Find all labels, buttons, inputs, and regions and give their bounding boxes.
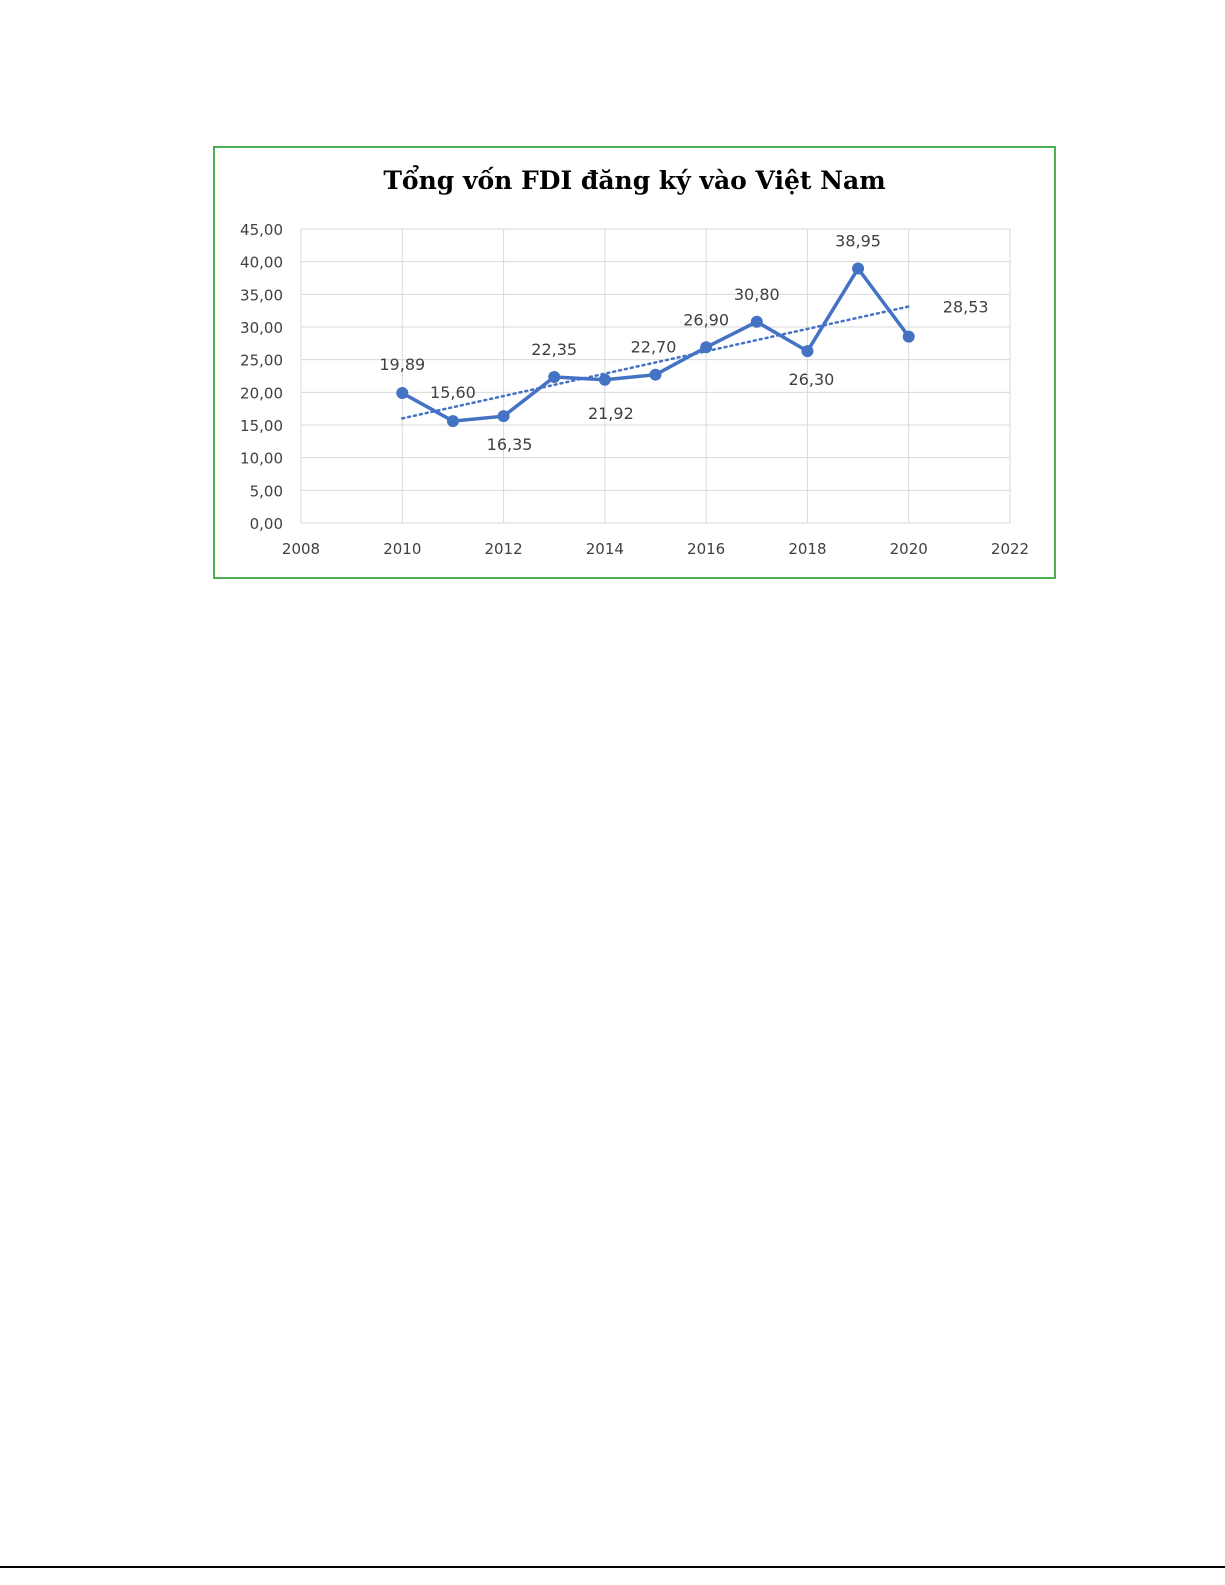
data-point-marker [598,373,611,386]
y-tick-label: 10,00 [240,450,283,468]
data-label: 19,89 [379,355,425,374]
data-point-marker [852,262,865,275]
y-tick-label: 40,00 [240,254,283,272]
y-tick-label: 15,00 [240,417,283,435]
data-point-marker [446,415,459,428]
data-label: 22,70 [631,338,677,357]
y-tick-label: 35,00 [240,286,283,304]
data-point-marker [497,410,510,423]
chart-container: Tổng vốn FDI đăng ký vào Việt Nam 0,00 5,… [213,146,1056,579]
page-bottom-rule [0,1566,1225,1568]
data-label: 38,95 [835,232,881,251]
data-point-marker [649,368,662,381]
y-tick-label: 20,00 [240,384,283,402]
x-tick-label: 2012 [484,540,522,558]
x-tick-label: 2016 [687,540,725,558]
y-tick-label: 30,00 [240,319,283,337]
x-tick-label: 2010 [383,540,421,558]
x-tick-label: 2014 [586,540,624,558]
data-point-marker [902,330,915,343]
data-label: 26,30 [789,370,835,389]
data-label: 22,35 [531,340,577,359]
data-label: 16,35 [487,435,533,454]
y-tick-label: 25,00 [240,352,283,370]
data-label: 26,90 [683,310,729,329]
x-tick-label: 2022 [991,540,1029,558]
data-point-marker [750,315,763,328]
y-tick-label: 5,00 [250,482,283,500]
data-point-marker [801,345,814,358]
chart-title: Tổng vốn FDI đăng ký vào Việt Nam [383,166,886,195]
y-tick-label: 0,00 [250,515,283,533]
data-label: 21,92 [588,404,634,423]
data-label: 30,80 [734,285,780,304]
x-tick-label: 2020 [890,540,928,558]
data-point-marker [548,370,561,383]
data-point-marker [396,387,409,400]
line-chart: 0,00 5,00 10,00 15,00 20,00 25,00 30,00 35,00 40… [240,221,1029,558]
data-label: 28,53 [943,298,989,317]
data-point-marker [700,341,713,354]
x-tick-label: 2008 [282,540,320,558]
data-label: 15,60 [430,383,476,402]
x-tick-label: 2018 [788,540,826,558]
y-tick-label: 45,00 [240,221,283,239]
trendline [401,305,910,420]
